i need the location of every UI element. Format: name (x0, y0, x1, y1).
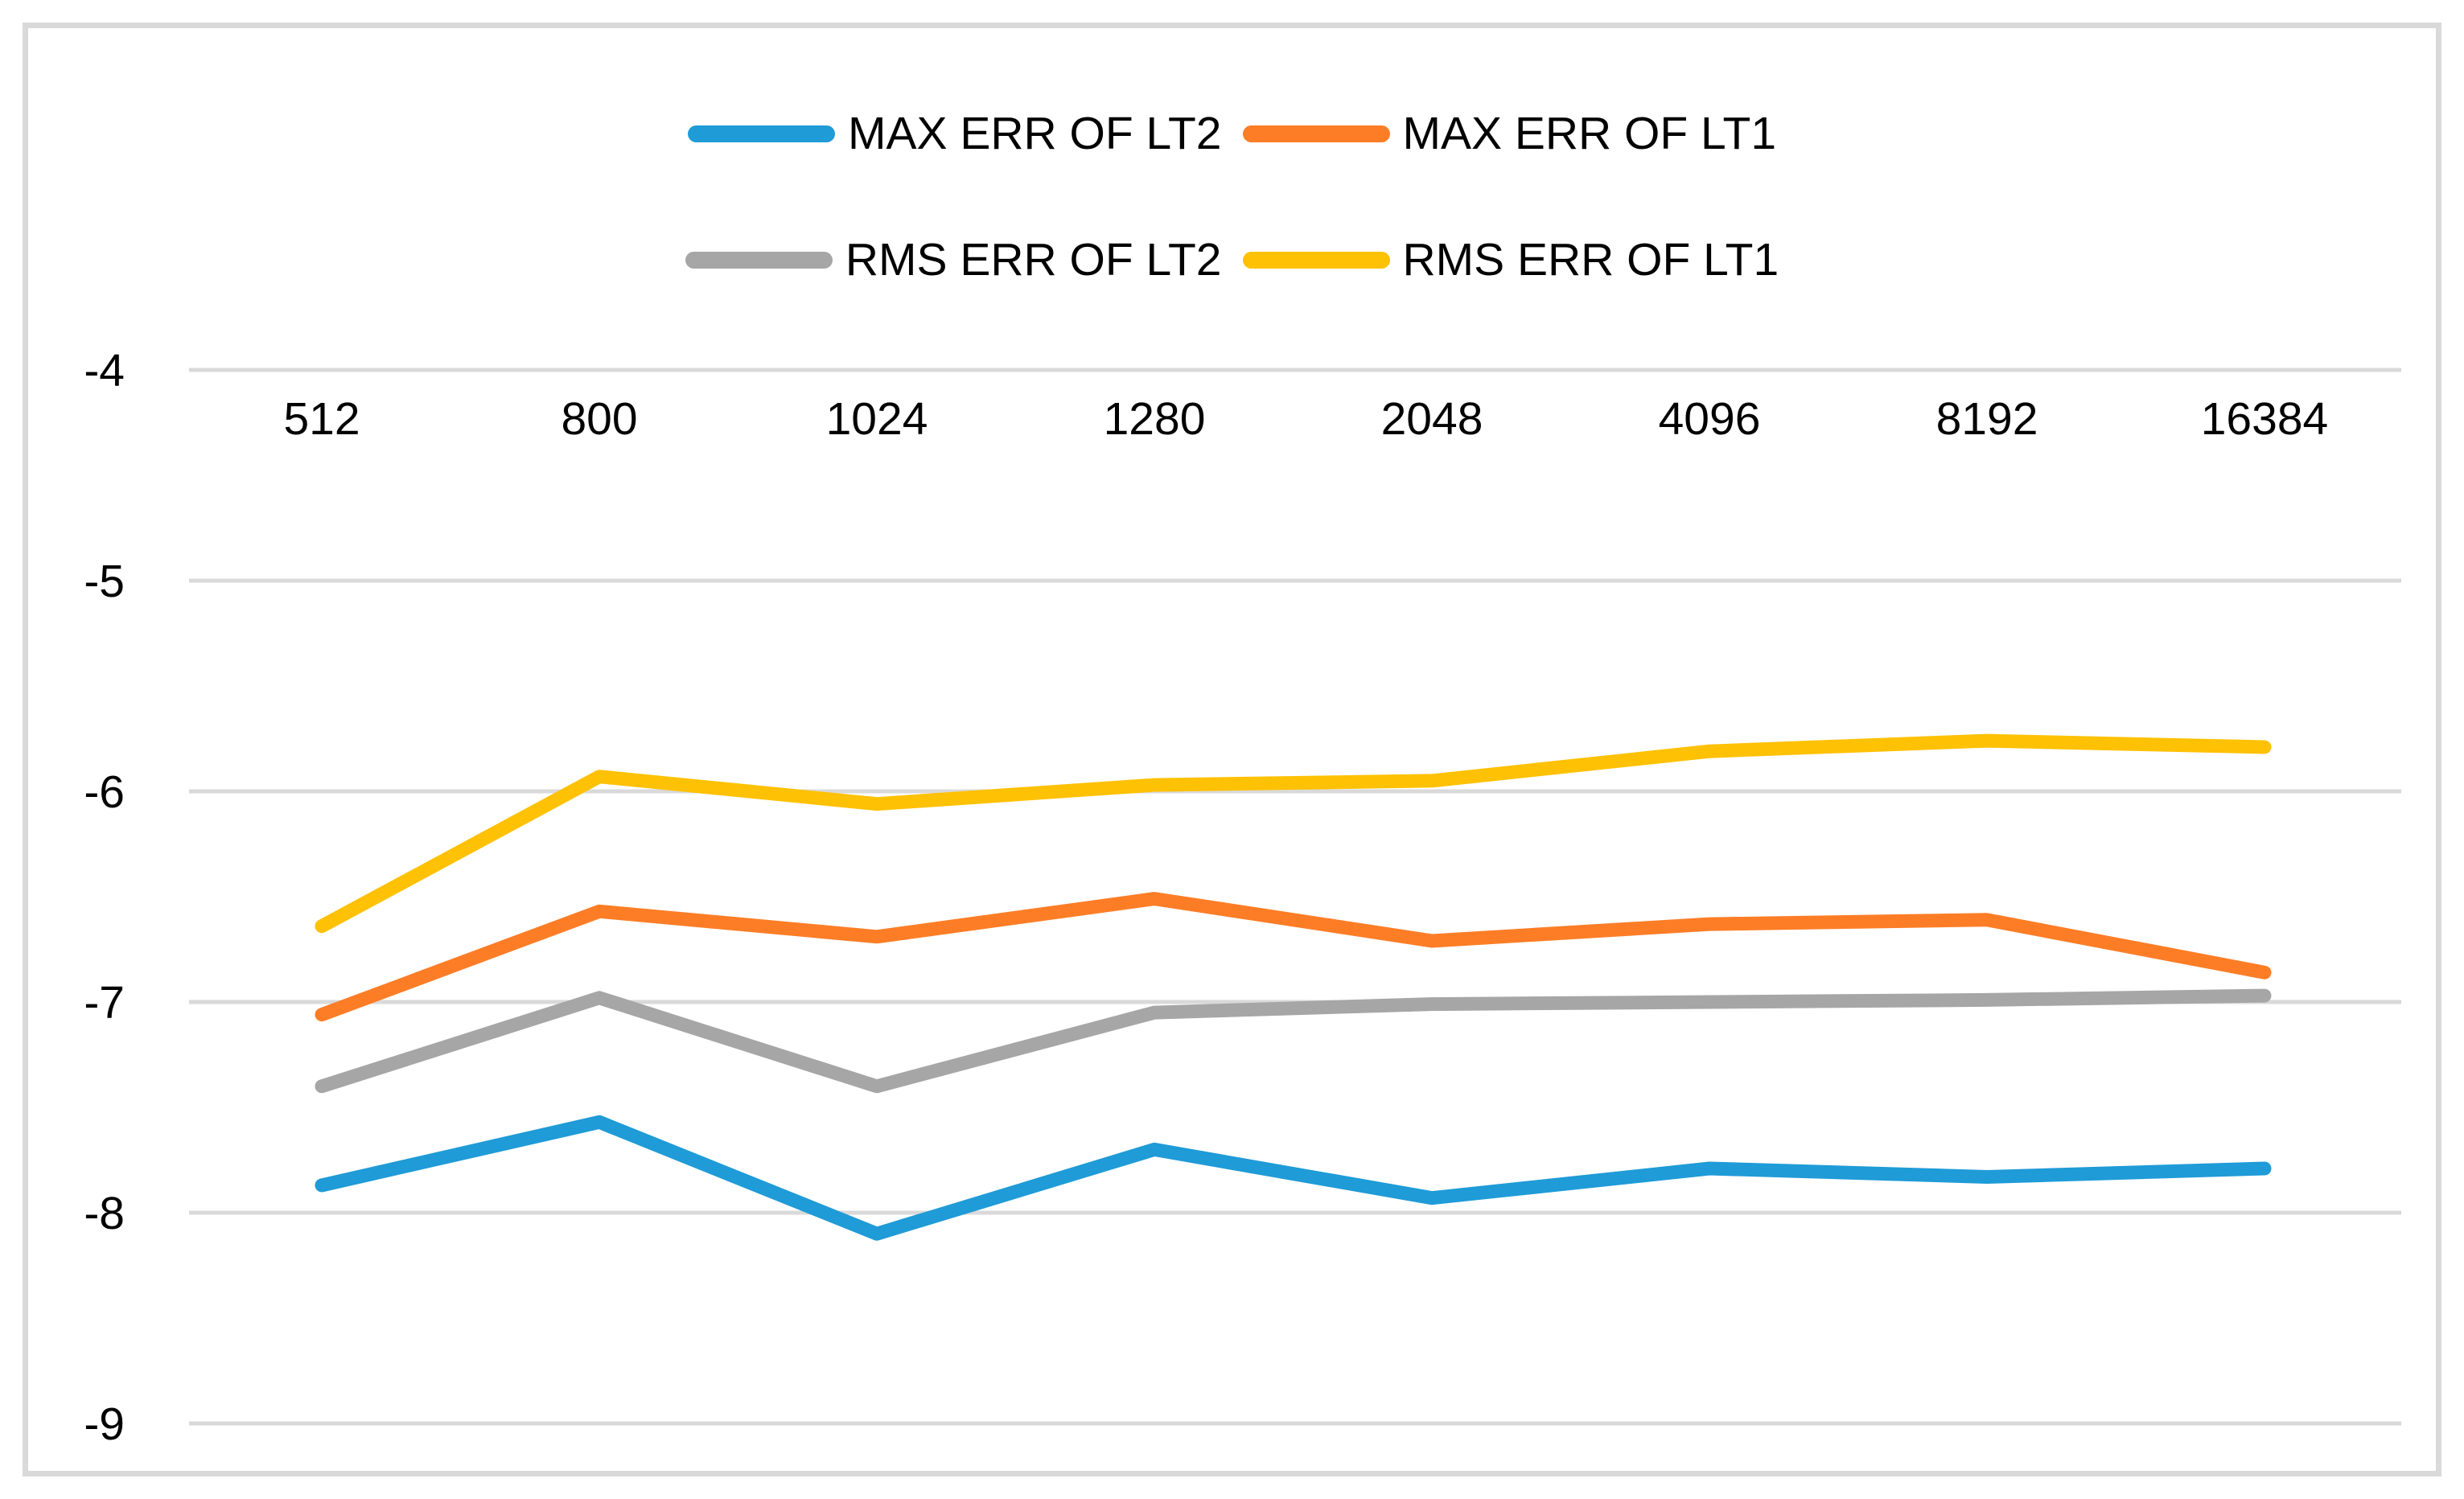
y-axis-tick-label: -5 (84, 556, 125, 607)
y-axis-tick-label: -7 (84, 977, 125, 1029)
x-axis-tick-label: 1024 (826, 393, 928, 445)
x-axis-tick-label: 8192 (1936, 393, 2038, 445)
series-line-max-err-of-lt1 (315, 892, 2272, 1022)
series-line-max-err-of-lt2 (315, 1115, 2272, 1241)
y-axis-tick-label: -6 (84, 766, 125, 818)
series-line-rms-err-of-lt1 (315, 733, 2272, 934)
x-axis-tick-label: 16384 (2201, 393, 2329, 445)
series-line-rms-err-of-lt2 (315, 988, 2272, 1094)
x-axis-tick-label: 4096 (1659, 393, 1761, 445)
x-axis-tick-label: 1280 (1104, 393, 1206, 445)
y-axis-tick-label: -8 (84, 1188, 125, 1239)
y-axis-tick-label: -4 (84, 345, 125, 396)
y-axis-tick-label: -9 (84, 1398, 125, 1450)
x-axis-tick-label: 800 (561, 393, 637, 445)
figure-border (23, 23, 2441, 1476)
x-axis-tick-label: 512 (283, 393, 360, 445)
x-axis-tick-label: 2048 (1381, 393, 1483, 445)
